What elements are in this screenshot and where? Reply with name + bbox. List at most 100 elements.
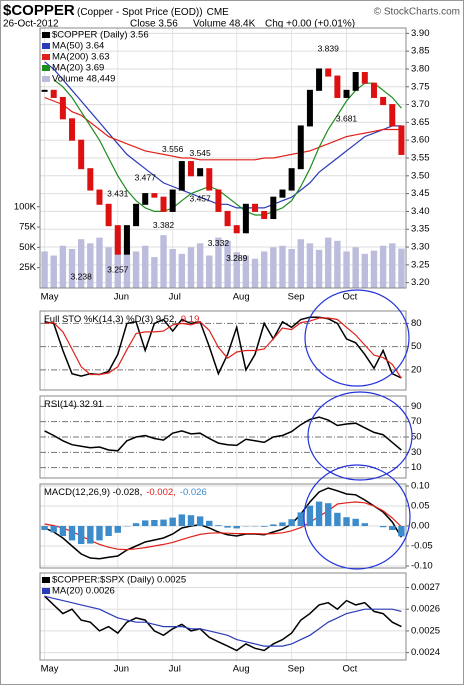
candle <box>133 203 140 227</box>
x-tick-label: Aug <box>233 292 250 303</box>
histogram-bar <box>206 520 213 526</box>
volume-tick-label: 100K <box>14 201 37 212</box>
candle <box>233 225 240 234</box>
histogram-bar <box>169 517 176 526</box>
histogram-bar <box>315 501 323 526</box>
histogram-bar <box>361 523 369 526</box>
candle <box>105 203 112 227</box>
volume-bar <box>50 255 57 288</box>
candle <box>169 189 176 212</box>
description: (Copper - Spot Price (EOD)) CME <box>77 7 229 18</box>
candle <box>288 168 295 191</box>
panel-frame <box>39 395 407 479</box>
legend-swatch <box>42 43 50 49</box>
highlights <box>303 289 413 570</box>
legend: MACD(12,26,9) -0.028, -0.002, -0.026 <box>44 487 207 498</box>
panels: 3.20 3.25 3.30 3.35 3.40 3.45 3.50 3.55 3.60 3.65… <box>14 27 440 675</box>
histogram-bar <box>187 515 195 526</box>
volume-bar <box>206 255 213 288</box>
histogram-bar <box>160 519 167 526</box>
y-tick-label: 50 <box>411 341 422 352</box>
panel-frame <box>39 483 407 569</box>
series-line <box>44 96 402 161</box>
volume-bar <box>379 245 387 288</box>
candle <box>142 193 149 205</box>
legend-entry: MACD(12,26,9) -0.028, <box>44 487 142 498</box>
legend-entry: MA(50) 3.64 <box>52 41 104 52</box>
histogram-bar <box>87 526 94 544</box>
histogram-bar <box>288 519 295 526</box>
y-tick-label: 90 <box>411 401 422 412</box>
y-tick-label: -0.10 <box>411 561 433 572</box>
legend-entry: MA(20) 0.0026 <box>52 586 115 597</box>
x-tick-label: Jun <box>114 664 129 675</box>
volume-tick-label: 75K <box>19 222 37 233</box>
y-tick-label: 0.0027 <box>411 582 440 593</box>
candle <box>325 68 332 77</box>
y-tick-label: 70 <box>411 416 422 427</box>
y-tick-label: 80 <box>411 318 422 329</box>
histogram-bar <box>352 518 359 526</box>
candle <box>123 225 130 255</box>
x-tick-label: Sep <box>288 292 305 303</box>
series-line <box>44 416 402 452</box>
volume-bar <box>389 243 396 288</box>
candle <box>69 118 76 141</box>
legend-entry: Full STO %K(14,3) %D(3) 9.52, <box>44 314 177 325</box>
volume-bar <box>352 247 359 288</box>
date: 26-Oct-2012 <box>3 19 59 30</box>
symbol: $COPPER <box>3 2 75 19</box>
volume-bar <box>196 243 204 288</box>
candle <box>334 75 341 98</box>
legend-entry: $COPPER:$SPX (Daily) 0.0025 <box>52 575 186 586</box>
volume-bar <box>251 258 259 288</box>
y-tick-label: 3.85 <box>411 46 430 57</box>
legend-swatch <box>42 577 50 583</box>
histogram-bar <box>260 526 268 527</box>
price-label: 3.257 <box>107 265 129 275</box>
histogram-bar <box>50 526 57 533</box>
y-tick-label: 20 <box>411 364 422 375</box>
histogram-bar <box>105 526 112 536</box>
price-label: 3.457 <box>189 193 211 203</box>
series-line <box>44 501 402 551</box>
volume: Volume 48.4K <box>193 19 256 30</box>
histogram-bar <box>68 526 76 541</box>
price-label: 3.477 <box>135 172 157 182</box>
legend: Full STO %K(14,3) %D(3) 9.52, 9.19 <box>44 314 199 325</box>
price-label: 3.681 <box>336 114 358 124</box>
x-tick-label: Jul <box>169 292 181 303</box>
volume-bar <box>178 253 186 288</box>
volume-bar <box>315 249 323 288</box>
candle <box>206 168 213 191</box>
volume-bar <box>398 248 405 288</box>
legend-entry: MA(20) 3.69 <box>52 63 104 74</box>
series-line <box>44 317 402 379</box>
histogram-bar <box>325 503 332 526</box>
y-tick-label: 30 <box>411 447 422 458</box>
histogram-bar <box>334 512 341 526</box>
y-tick-label: 0.0026 <box>411 604 440 615</box>
volume-bar <box>105 247 112 288</box>
histogram-bar <box>270 524 277 526</box>
description-text: (Copper - Spot Price (EOD)) <box>77 7 203 18</box>
volume-bar <box>96 237 103 288</box>
candle <box>380 96 387 106</box>
legend-swatch <box>42 76 50 82</box>
volume-bar <box>361 253 369 288</box>
histogram-bar <box>142 520 149 526</box>
volume-bar <box>68 249 76 288</box>
histogram-bar <box>279 522 286 526</box>
volume-bar <box>215 237 222 288</box>
panel-frame <box>39 310 407 391</box>
volume-bar <box>297 239 304 288</box>
histogram-bar <box>59 526 67 536</box>
x-tick-label: May <box>41 292 59 303</box>
histogram-bar <box>96 526 103 541</box>
volume-bar <box>41 251 48 288</box>
volume-bar <box>132 251 140 288</box>
histogram-bar <box>398 526 405 537</box>
histogram-bar <box>306 505 314 526</box>
volume-bar <box>370 250 378 288</box>
volume-bar <box>325 237 332 288</box>
